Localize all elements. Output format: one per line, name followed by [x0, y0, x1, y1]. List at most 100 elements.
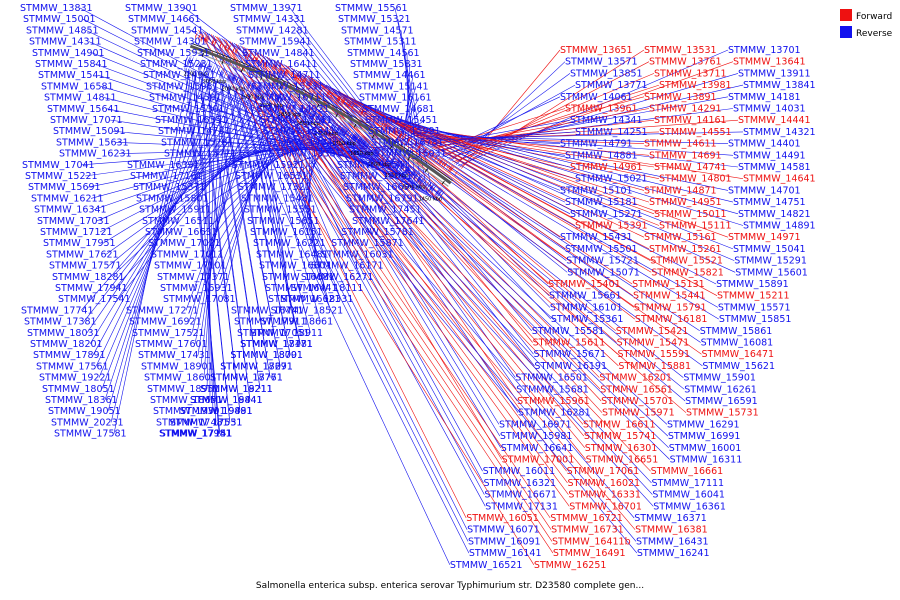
reverse-feature: [258, 84, 265, 97]
gene-label: STMMW_18651: [150, 395, 223, 406]
gene-label: STMMW_14951: [649, 197, 722, 208]
leader-line: [191, 69, 231, 423]
gene-label: STMMW_15141: [356, 81, 429, 92]
gene-label: STMMW_16691: [343, 182, 416, 193]
reverse-feature: [359, 137, 368, 150]
reverse-feature: [387, 154, 395, 167]
gene-label: STMMW_18051: [42, 384, 115, 395]
gene-label: STMMW_16061: [340, 171, 413, 182]
reverse-feature: [325, 117, 332, 130]
reverse-feature: [239, 75, 245, 89]
reverse-feature: [392, 158, 401, 170]
gene-label: STMMW_14301: [134, 37, 207, 48]
leader-line: [455, 61, 566, 165]
gene-label: STMMW_15111: [659, 221, 732, 232]
gene-label: STMMW_16521: [450, 560, 523, 571]
gene-label: STMMW_14821: [738, 209, 811, 220]
reverse-feature: [404, 165, 412, 178]
gene-label: STMMW_16341: [34, 205, 107, 216]
reverse-feature: [232, 72, 239, 86]
reverse-feature: [334, 122, 342, 136]
gene-label: STMMW_17601: [135, 339, 208, 350]
gene-label: STMMW_16681: [262, 272, 335, 283]
forward-feature: [271, 62, 275, 71]
reverse-features-track: [184, 54, 447, 201]
legend-label-forward: Forward: [856, 12, 892, 22]
reverse-feature: [305, 106, 312, 120]
forward-feature: [303, 77, 308, 86]
forward-feature: [206, 36, 210, 45]
forward-feature: [277, 65, 282, 74]
tick-mark: [424, 168, 428, 173]
gene-label: STMMW_16411: [245, 59, 318, 70]
forward-feature: [344, 99, 350, 108]
reverse-feature: [228, 71, 235, 85]
gene-label: STMMW_18211: [200, 384, 273, 395]
leader-line: [203, 81, 224, 378]
tick-mark: [389, 145, 393, 150]
gene-label: STMMW_16611: [583, 419, 656, 430]
leader-line: [208, 33, 637, 542]
gene-label: STMMW_19221: [39, 373, 112, 384]
gene-label: STMMW_13911: [738, 68, 811, 79]
reverse-feature: [206, 62, 211, 76]
reverse-feature: [437, 189, 447, 201]
reverse-feature: [329, 119, 336, 132]
reverse-feature: [234, 73, 241, 87]
reverse-feature: [393, 158, 402, 171]
gene-label: STMMW_18601: [144, 373, 217, 384]
reverse-feature: [310, 109, 317, 122]
gene-label: STMMW_17011: [151, 249, 224, 260]
gene-label: STMMW_16361: [653, 501, 726, 512]
gene-label: STMMW_16031: [321, 249, 394, 260]
reverse-feature: [297, 102, 304, 116]
gene-label: STMMW_17481: [156, 417, 229, 428]
leader-line: [87, 136, 339, 188]
reverse-feature: [394, 159, 403, 172]
gene-label: STMMW_16231: [59, 149, 132, 160]
gene-label: STMMW_14571: [341, 25, 414, 36]
reverse-feature: [318, 113, 325, 127]
leader-line: [244, 47, 484, 484]
forward-feature: [382, 121, 388, 130]
gene-label: STMMW_18911: [250, 328, 323, 339]
tick-label: 1950 kbp: [241, 95, 265, 101]
forward-feature: [203, 34, 207, 44]
gene-label: STMMW_15971: [602, 408, 675, 419]
leader-line: [188, 96, 258, 322]
forward-feature: [406, 136, 412, 145]
gene-label: STMMW_14921: [257, 104, 330, 115]
gene-label: STMMW_17081: [163, 294, 236, 305]
forward-feature: [265, 59, 269, 69]
gene-label: STMMW_17571: [49, 261, 122, 272]
forward-feature: [295, 73, 300, 82]
reverse-feature: [283, 95, 290, 109]
leader-line: [239, 88, 301, 345]
forward-feature: [302, 77, 307, 86]
forward-feature: [247, 52, 251, 61]
gene-label: STMMW_15861: [700, 326, 773, 337]
gene-label: STMMW_13901: [125, 3, 198, 14]
reverse-feature: [409, 169, 418, 182]
forward-feature: [357, 106, 363, 115]
leader-line: [205, 75, 251, 401]
tick-label: 1700 kbp: [332, 141, 356, 147]
gene-label: STMMW_16561: [600, 384, 673, 395]
reverse-feature: [341, 126, 349, 139]
gene-label: STMMW_15361: [551, 314, 624, 325]
leader-line: [238, 44, 485, 495]
leader-line: [212, 35, 469, 542]
gene-label: STMMW_15281: [161, 137, 234, 148]
reverse-feature: [356, 135, 364, 148]
gene-label: STMMW_15571: [718, 302, 791, 313]
forward-feature: [309, 80, 314, 89]
leader-line: [194, 90, 244, 345]
leader-line: [229, 41, 570, 507]
gene-label: STMMW_16781: [371, 137, 444, 148]
tick-mark: [201, 52, 204, 57]
gene-label: STMMW_14711: [248, 70, 321, 81]
reverse-feature: [399, 162, 408, 175]
reverse-feature: [245, 78, 251, 92]
gene-label: STMMW_14461: [353, 70, 426, 81]
forward-feature: [294, 73, 298, 82]
